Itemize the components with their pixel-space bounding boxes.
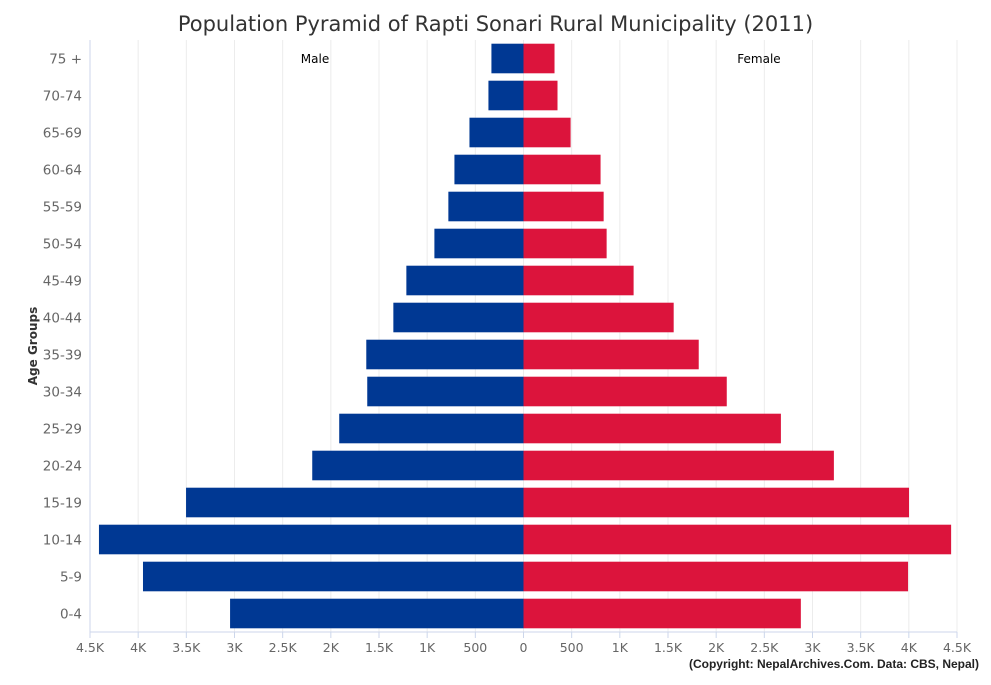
x-tick-label: 3K [226,640,243,655]
series-label-female: Female [737,52,780,66]
x-tick-label: 2.5K [269,640,298,655]
bar-male [339,413,524,444]
series-label-male: Male [301,52,329,66]
bar-female [523,80,558,111]
y-tick-label: 70-74 [43,89,82,105]
x-tick-label: 500 [463,640,487,655]
chart-title: Population Pyramid of Rapti Sonari Rural… [177,12,814,36]
x-tick-label: 3.5K [847,640,876,655]
bar-male [98,524,524,555]
bar-female [523,154,601,185]
y-tick-label: 15-19 [43,496,82,512]
bar-male [469,117,524,148]
x-tick-label: 4.5K [76,640,105,655]
y-tick-label: 35-39 [43,348,82,364]
bar-male [434,228,524,259]
bar-male [454,154,524,185]
bar-male [186,487,524,518]
x-tick-label: 500 [560,640,584,655]
x-tick-label: 0 [520,640,528,655]
x-tick-label: 2K [323,640,340,655]
y-tick-label: 55-59 [43,200,82,216]
bar-male [491,43,524,74]
bar-female [523,450,834,481]
bar-female [523,524,952,555]
bar-male [393,302,524,333]
bar-male [367,376,524,407]
y-tick-label: 5-9 [60,570,82,586]
x-tick-label: 1.5K [654,640,683,655]
y-tick-label: 25-29 [43,422,82,438]
y-axis-label: Age Groups [26,307,40,385]
x-tick-label: 3K [804,640,821,655]
bar-male [448,191,524,222]
bar-male [230,598,524,629]
y-tick-label: 20-24 [43,459,82,475]
y-tick-label: 60-64 [43,163,82,179]
y-tick-label: 65-69 [43,126,82,142]
y-tick-label: 50-54 [43,237,82,253]
x-tick-label: 2K [708,640,725,655]
bar-female [523,191,604,222]
bar-female [523,228,607,259]
bar-female [523,413,781,444]
bar-male [488,80,524,111]
bar-male [406,265,524,296]
bar-female [523,339,699,370]
bar-female [523,561,909,592]
y-tick-label: 75 + [49,52,82,68]
y-tick-label: 0-4 [60,607,82,623]
x-tick-label: 1K [612,640,629,655]
x-tick-label: 4K [901,640,918,655]
x-tick-label: 2.5K [750,640,779,655]
x-tick-label: 1K [419,640,436,655]
x-tick-label: 4K [130,640,147,655]
y-tick-label: 30-34 [43,385,82,401]
bar-female [523,43,555,74]
bar-female [523,302,674,333]
y-tick-label: 40-44 [43,311,82,327]
bar-male [312,450,524,481]
bar-female [523,265,634,296]
y-tick-label: 45-49 [43,274,82,290]
x-tick-label: 1.5K [365,640,394,655]
bar-female [523,487,910,518]
x-tick-label: 4.5K [943,640,972,655]
bar-male [366,339,524,370]
x-tick-label: 3.5K [172,640,201,655]
bar-female [523,376,727,407]
bar-female [523,598,801,629]
bar-female [523,117,571,148]
bar-male [142,561,524,592]
y-tick-label: 10-14 [43,533,82,549]
credit-text: (Copyright: NepalArchives.Com. Data: CBS… [688,657,979,671]
